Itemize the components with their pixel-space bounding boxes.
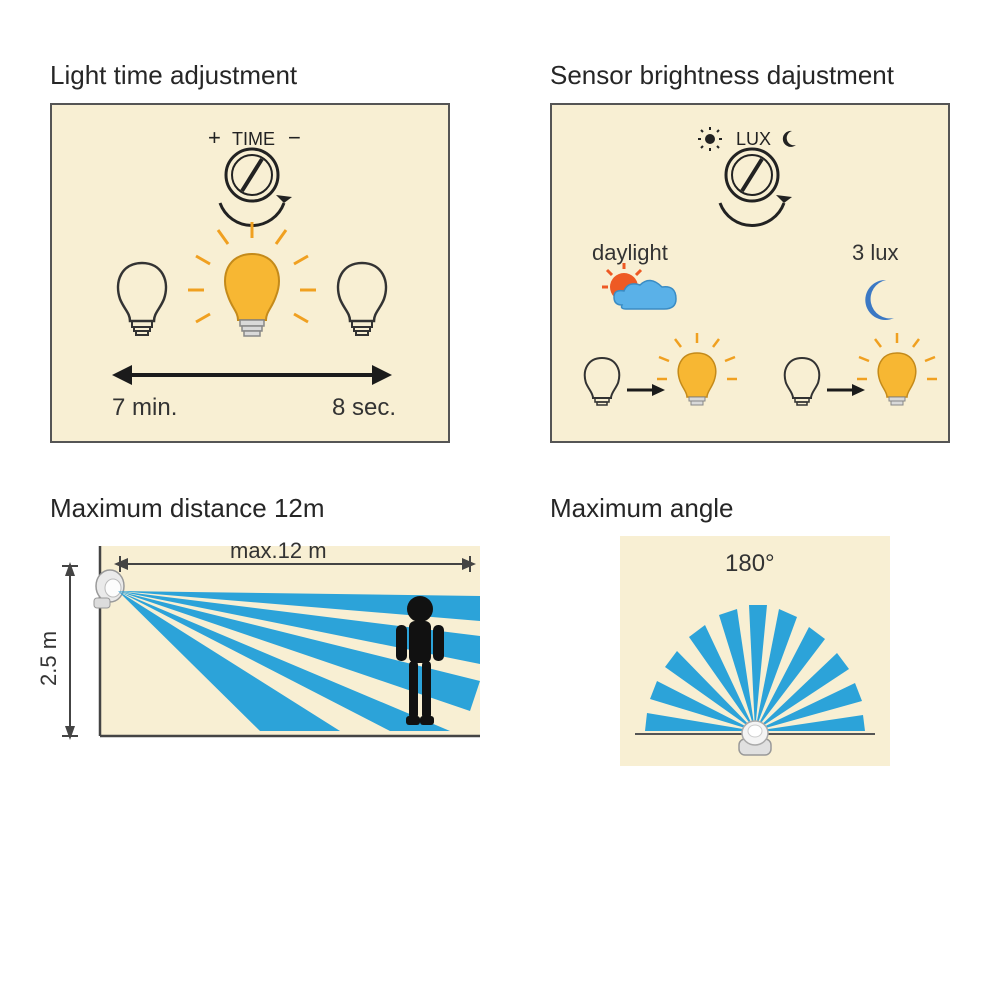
range-label: max.12 m bbox=[230, 538, 327, 563]
angle-label: 180° bbox=[725, 550, 775, 577]
arrow-right-icon bbox=[627, 384, 665, 396]
panel-time-title: Light time adjustment bbox=[50, 60, 520, 91]
height-label: 2.5 m bbox=[36, 631, 61, 686]
bulb-off-small2-icon bbox=[785, 358, 819, 405]
bulb-off-small-icon bbox=[585, 358, 619, 405]
angle-svg: 180° bbox=[620, 536, 890, 766]
bulb-lit-center-icon bbox=[188, 222, 316, 336]
panel-lux-box: LUX daylight bbox=[550, 103, 950, 443]
dial-lux-label: LUX bbox=[736, 129, 771, 149]
bulb-lit-small2-icon bbox=[857, 333, 937, 405]
bulb-off-left-icon bbox=[118, 263, 166, 335]
dial-time-label: TIME bbox=[232, 129, 275, 149]
bulb-off-right-icon bbox=[338, 263, 386, 335]
sun-cloud-icon bbox=[602, 263, 676, 309]
lux-value-label: 3 lux bbox=[852, 240, 898, 265]
panel-distance: Maximum distance 12m 2.5 m bbox=[50, 493, 520, 776]
panel-time-box: + TIME − bbox=[50, 103, 450, 443]
panel-angle-title: Maximum angle bbox=[550, 493, 950, 524]
daylight-label: daylight bbox=[592, 240, 668, 265]
sun-small-icon bbox=[698, 127, 722, 151]
plus-icon: + bbox=[208, 125, 221, 150]
moon-small-icon bbox=[783, 131, 796, 147]
sensor-bottom-icon bbox=[739, 721, 771, 755]
panel-lux: Sensor brightness dajustment bbox=[550, 60, 950, 443]
time-left-label: 7 min. bbox=[112, 394, 177, 421]
panel-distance-title: Maximum distance 12m bbox=[50, 493, 520, 524]
moon-icon bbox=[865, 280, 894, 320]
panel-angle: Maximum angle 180° bbox=[550, 493, 950, 776]
panel-angle-box: 180° bbox=[620, 536, 890, 766]
minus-icon: − bbox=[288, 125, 301, 150]
lux-panel-svg: LUX daylight bbox=[552, 105, 952, 445]
time-right-label: 8 sec. bbox=[332, 394, 396, 421]
double-arrow-icon bbox=[112, 365, 392, 385]
distance-svg: 2.5 m max.12 m bbox=[50, 536, 520, 776]
panel-lux-title: Sensor brightness dajustment bbox=[550, 60, 950, 91]
time-panel-svg: + TIME − bbox=[52, 105, 452, 445]
arrow-right2-icon bbox=[827, 384, 865, 396]
panel-time: Light time adjustment + TIME − bbox=[50, 60, 520, 443]
bulb-lit-small-icon bbox=[657, 333, 737, 405]
